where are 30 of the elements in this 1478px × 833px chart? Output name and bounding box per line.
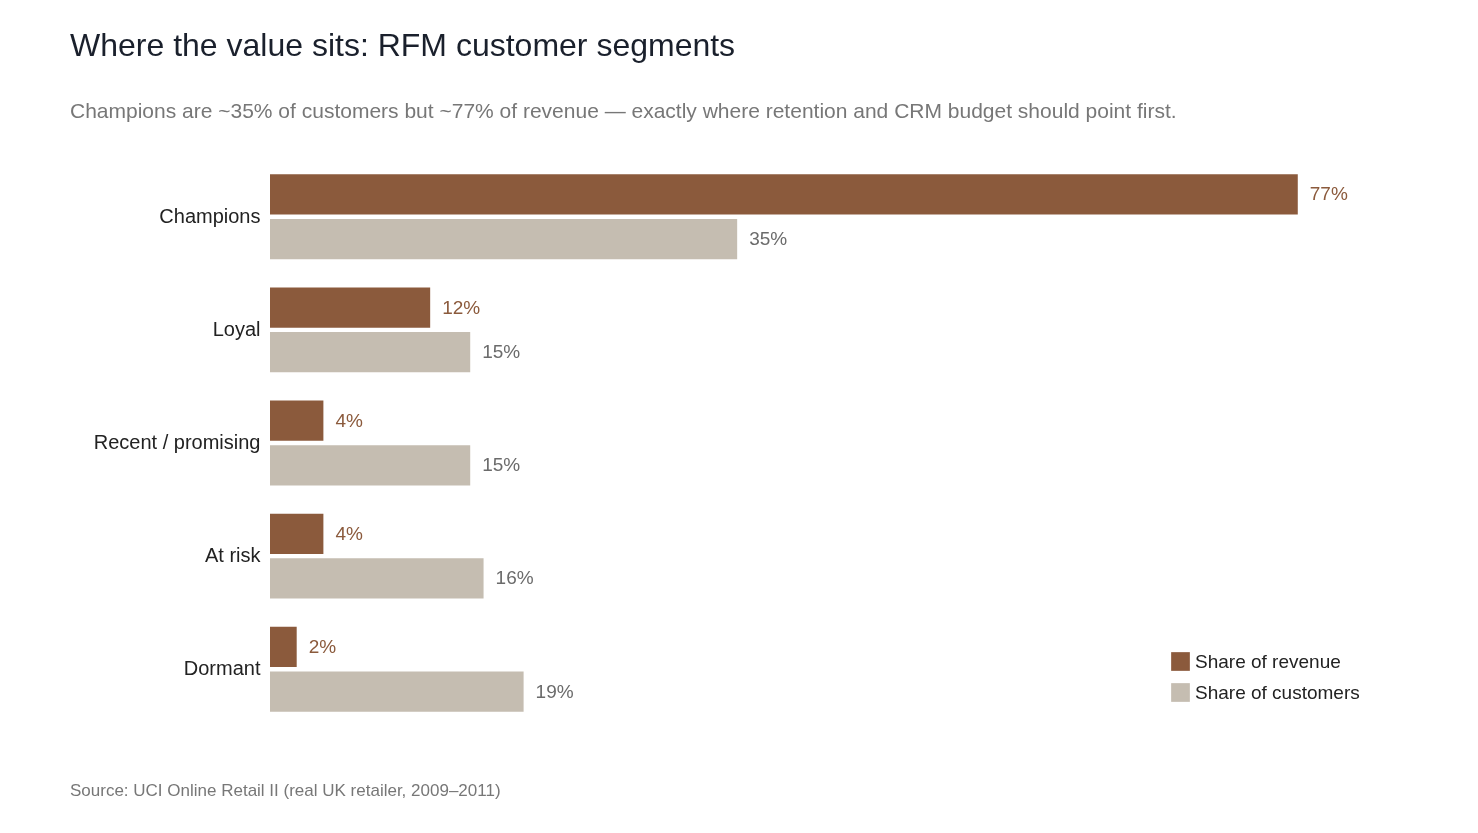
data-label: 4% — [335, 522, 363, 544]
bar — [270, 445, 471, 486]
chart-title: Where the value sits: RFM customer segments — [70, 27, 736, 63]
bar — [270, 626, 297, 668]
data-label: 19% — [535, 680, 574, 702]
bar — [270, 218, 738, 260]
data-label: 15% — [482, 341, 521, 363]
legend-label: Share of customers — [1195, 681, 1360, 703]
data-label: 12% — [442, 296, 481, 318]
bar — [270, 332, 471, 373]
y-tick-label: Dormant — [183, 657, 261, 680]
y-tick-label: Champions — [159, 204, 261, 227]
bar — [270, 513, 324, 554]
legend-label: Share of revenue — [1195, 650, 1341, 672]
bar — [270, 174, 1298, 215]
data-label: 15% — [482, 454, 521, 476]
data-label: 77% — [1309, 183, 1348, 205]
data-label: 4% — [335, 409, 363, 431]
y-tick-label: At risk — [204, 544, 262, 567]
y-tick-label: Recent / promising — [93, 431, 261, 453]
bar — [270, 287, 431, 328]
data-label: 35% — [749, 228, 788, 250]
data-label: 16% — [495, 567, 534, 589]
chart-subtitle: Champions are ~35% of customers but ~77% of revenue — exactly where retention and CRM budget should point first. — [70, 99, 1177, 122]
bar — [270, 400, 324, 441]
y-tick-label: Loyal — [212, 317, 261, 340]
data-label: 2% — [308, 635, 337, 657]
bar — [270, 558, 484, 599]
bar — [270, 671, 524, 712]
source-note: Source: UCI Online Retail II (real UK retailer, 2009–2011) — [70, 781, 501, 800]
